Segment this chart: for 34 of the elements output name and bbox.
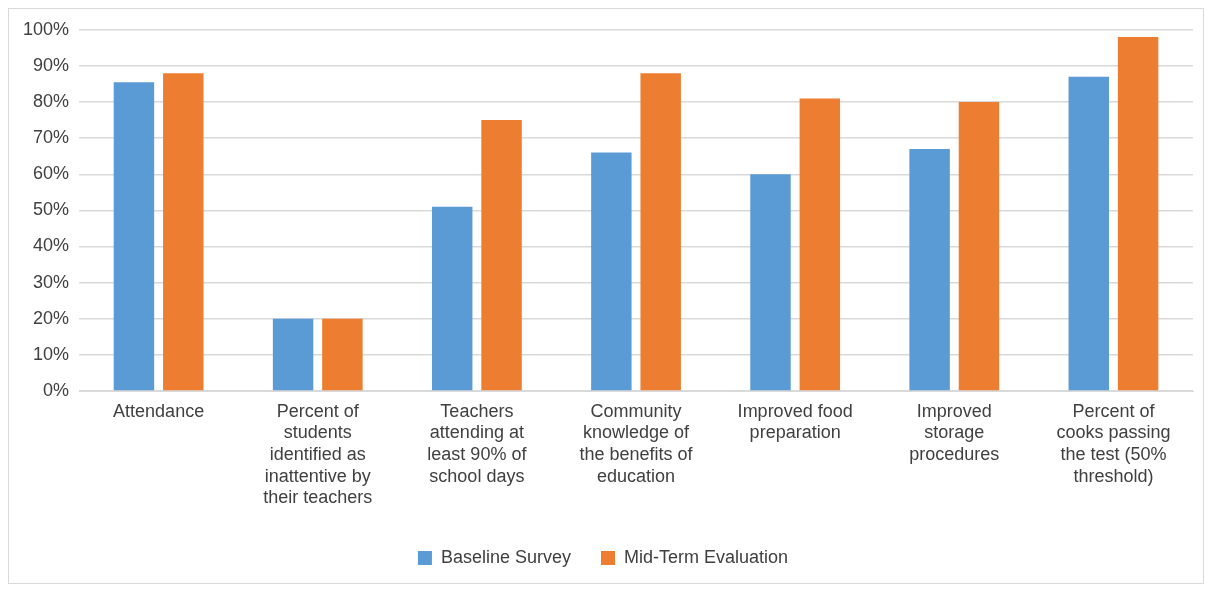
bar [163, 73, 204, 391]
y-tick-label: 0% [43, 379, 70, 400]
legend-label: Baseline Survey [440, 546, 572, 567]
bar [1068, 76, 1109, 391]
bar [1117, 37, 1159, 391]
bar [640, 73, 681, 391]
y-tick-label: 80% [33, 91, 70, 112]
bar [431, 206, 473, 391]
legend-label: Mid-Term Evaluation [624, 546, 789, 567]
x-tick-label: Attendance [113, 400, 205, 421]
x-tick-label: Community knowledge of the benefits of education [579, 400, 694, 486]
y-tick-label: 70% [33, 127, 70, 148]
bar [272, 318, 314, 391]
x-tick-label: Percent of cooks passing the test (50% threshold) [1056, 400, 1171, 486]
bar [481, 120, 522, 391]
bar [799, 98, 841, 391]
y-tick-label: 60% [33, 163, 70, 184]
y-tick-label: 20% [33, 307, 70, 328]
x-tick-label: Teachers attending at least 90% of school days [427, 400, 528, 486]
bar [909, 149, 950, 391]
bar [958, 102, 1000, 391]
y-tick-label: 100% [22, 18, 70, 39]
bar [750, 174, 791, 391]
x-tick-label: Percent of students identified as inattentive by their teachers [263, 400, 373, 508]
y-tick-label: 90% [33, 54, 70, 75]
x-tick-label: Improved storage procedures [909, 400, 1000, 464]
y-tick-label: 50% [33, 199, 70, 220]
x-tick-label: Improved food preparation [737, 400, 853, 443]
y-tick-label: 30% [33, 271, 70, 292]
bar [322, 318, 363, 391]
bar [591, 152, 632, 391]
bar [113, 82, 155, 391]
y-tick-label: 10% [33, 343, 70, 364]
y-tick-label: 40% [33, 235, 70, 256]
